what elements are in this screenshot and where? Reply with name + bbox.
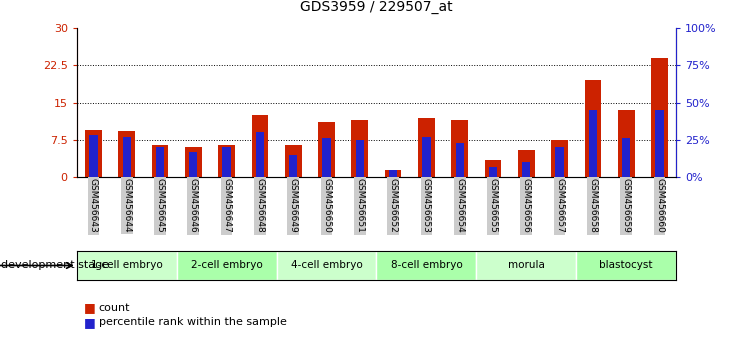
Bar [385,170,401,177]
Text: percentile rank within the sample: percentile rank within the sample [99,317,287,327]
Bar [156,147,164,177]
Text: GSM456650: GSM456650 [322,178,331,233]
Bar [219,145,235,177]
Bar [518,150,534,177]
Text: morula: morula [508,261,545,270]
Text: 2-cell embryo: 2-cell embryo [191,261,262,270]
Bar [185,147,202,177]
Text: GSM456657: GSM456657 [555,178,564,233]
Bar [256,132,264,177]
Text: 8-cell embryo: 8-cell embryo [390,261,462,270]
Bar [556,147,564,177]
Text: GSM456659: GSM456659 [622,178,631,233]
Text: GSM456655: GSM456655 [488,178,498,233]
Bar [285,145,302,177]
Text: GSM456660: GSM456660 [655,178,664,233]
Bar [322,138,330,177]
Bar [118,131,135,177]
Text: 1-cell embryo: 1-cell embryo [91,261,162,270]
Bar [489,167,497,177]
Text: count: count [99,303,130,313]
Bar [152,145,168,177]
Bar [251,115,268,177]
Bar [289,155,298,177]
Bar [123,137,131,177]
Text: ■: ■ [84,302,96,314]
Bar [522,162,531,177]
Bar [89,135,97,177]
Text: GDS3959 / 229507_at: GDS3959 / 229507_at [300,0,452,14]
Bar [418,118,435,177]
Bar [222,147,231,177]
Bar [77,251,177,280]
Bar [276,251,376,280]
Text: GSM456643: GSM456643 [89,178,98,233]
Text: GSM456658: GSM456658 [588,178,597,233]
Bar [588,110,597,177]
Bar [452,120,468,177]
Text: GSM456651: GSM456651 [355,178,364,233]
Bar [189,152,197,177]
Bar [656,110,664,177]
Text: GSM456649: GSM456649 [289,178,298,233]
Bar [485,160,501,177]
Bar [318,122,335,177]
Bar [376,251,477,280]
Text: GSM456656: GSM456656 [522,178,531,233]
Bar [477,251,576,280]
Text: blastocyst: blastocyst [599,261,653,270]
Bar [622,138,630,177]
Text: GSM456652: GSM456652 [389,178,398,233]
Text: GSM456654: GSM456654 [455,178,464,233]
Bar [576,251,676,280]
Text: GSM456645: GSM456645 [156,178,164,233]
Bar [389,170,397,177]
Text: ■: ■ [84,316,96,329]
Text: GSM456647: GSM456647 [222,178,231,233]
Bar [423,137,431,177]
Bar [356,140,364,177]
Bar [177,251,276,280]
Text: GSM456646: GSM456646 [189,178,198,233]
Text: GSM456644: GSM456644 [122,178,131,233]
Bar [551,140,568,177]
Bar [85,130,102,177]
Text: 4-cell embryo: 4-cell embryo [291,261,363,270]
Text: development stage: development stage [1,261,109,270]
Text: GSM456653: GSM456653 [422,178,431,233]
Bar [585,80,602,177]
Bar [618,110,635,177]
Bar [651,58,668,177]
Text: GSM456648: GSM456648 [255,178,265,233]
Bar [352,120,368,177]
Bar [455,143,464,177]
